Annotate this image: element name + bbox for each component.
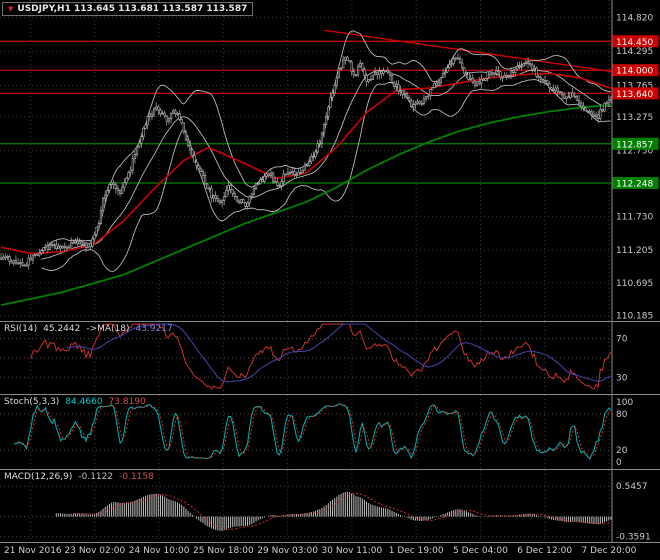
time-axis-label: 21 Nov 2016 xyxy=(4,546,62,556)
rsi-indicator-name: RSI(14) xyxy=(4,324,38,334)
main-chart-canvas[interactable]: 114.820 114.295 113.765 113.275 112.750 111.7… xyxy=(0,0,660,321)
time-axis-label: 29 Nov 03:00 xyxy=(257,546,318,556)
stoch-axis[interactable]: 100 80 20 0 xyxy=(616,398,633,468)
time-axis-label: 6 Dec 12:00 xyxy=(517,546,573,556)
rsi-line xyxy=(30,323,612,390)
price-badge: 112.857 xyxy=(612,137,659,150)
svg-text:-0.3591: -0.3591 xyxy=(616,533,651,542)
rsi-label-row: RSI(14) 45.2442 ->MA(18) 43.9217 xyxy=(4,324,173,334)
svg-text:0: 0 xyxy=(616,458,622,468)
macd-grid xyxy=(0,470,613,542)
ma-red-line xyxy=(0,72,612,255)
svg-text:112.750: 112.750 xyxy=(616,147,653,157)
svg-text:114.295: 114.295 xyxy=(616,47,653,57)
svg-text:111.205: 111.205 xyxy=(616,246,653,256)
rsi-ma-value: 43.9217 xyxy=(135,324,173,334)
rsi-value: 45.2442 xyxy=(43,324,81,334)
macd-canvas[interactable]: 0.5457 -0.3591 xyxy=(0,470,660,542)
rsi-panel[interactable]: RSI(14) 45.2442 ->MA(18) 43.9217 70 30 xyxy=(0,322,660,395)
price-badge: 112.248 xyxy=(612,176,659,189)
macd-signal-line xyxy=(73,493,611,531)
rsi-ma-line xyxy=(66,323,612,383)
time-axis-label: 24 Nov 10:00 xyxy=(128,546,190,556)
time-axis[interactable]: 21 Nov 2016 23 Nov 02:00 24 Nov 10:00 25 No… xyxy=(0,543,660,560)
time-axis-label: 25 Nov 18:00 xyxy=(193,546,254,556)
main-chart-panel[interactable]: ▼ USDJPY,H1 113.645 113.681 113.587 113.… xyxy=(0,0,660,322)
dropdown-arrow-icon: ▼ xyxy=(8,4,14,13)
stoch-grid xyxy=(0,395,613,469)
price-badge: 114.450 xyxy=(612,35,659,48)
macd-indicator-name: MACD(12,26,9) xyxy=(4,472,73,482)
rsi-grid xyxy=(0,322,613,394)
chart-title-tag[interactable]: ▼ USDJPY,H1 113.645 113.681 113.587 113.… xyxy=(2,2,254,16)
svg-text:80: 80 xyxy=(616,410,628,420)
stoch-indicator-name: Stoch(5,3,3) xyxy=(4,397,60,407)
svg-text:20: 20 xyxy=(616,446,628,456)
stoch-main-value: 84.4660 xyxy=(65,397,103,407)
stoch-k-line xyxy=(13,403,612,460)
svg-text:113.275: 113.275 xyxy=(616,113,653,123)
rsi-axis[interactable]: 70 30 xyxy=(616,335,628,384)
macd-histogram xyxy=(55,491,612,531)
svg-text:113.765: 113.765 xyxy=(616,81,653,91)
macd-axis[interactable]: 0.5457 -0.3591 xyxy=(616,482,651,542)
svg-text:100: 100 xyxy=(616,398,633,408)
candles xyxy=(0,53,613,270)
time-axis-label: 7 Dec 20:00 xyxy=(581,546,637,556)
bollinger-bands xyxy=(41,30,611,272)
svg-text:113.640: 113.640 xyxy=(616,90,653,100)
price-badge: 113.640 xyxy=(612,87,659,100)
chart-title: USDJPY,H1 113.645 113.681 113.587 113.58… xyxy=(17,4,248,14)
svg-text:114.820: 114.820 xyxy=(616,13,653,23)
rsi-ma-name: ->MA(18) xyxy=(86,324,130,334)
macd-signal-value: -0.1158 xyxy=(119,472,154,482)
macd-panel[interactable]: MACD(12,26,9) -0.1122 -0.1158 0.5457 -0.3… xyxy=(0,470,660,543)
svg-text:70: 70 xyxy=(616,335,628,345)
time-axis-label: 23 Nov 02:00 xyxy=(64,546,126,556)
stoch-signal-value: 73.8190 xyxy=(108,397,146,407)
price-badge: 114.000 xyxy=(612,64,659,77)
grid-lines xyxy=(0,0,613,321)
stoch-label-row: Stoch(5,3,3) 84.4660 73.8190 xyxy=(4,397,146,407)
svg-text:111.730: 111.730 xyxy=(616,212,653,222)
ma-green-line xyxy=(0,104,611,306)
svg-text:114.000: 114.000 xyxy=(616,67,653,77)
svg-text:110.185: 110.185 xyxy=(616,312,653,321)
svg-text:30: 30 xyxy=(616,373,628,383)
support-resistance-lines xyxy=(0,40,612,184)
stochastic-canvas[interactable]: 100 80 20 0 xyxy=(0,395,660,469)
svg-text:114.450: 114.450 xyxy=(616,38,653,48)
trend-line[interactable] xyxy=(324,29,613,73)
svg-text:112.857: 112.857 xyxy=(616,140,653,150)
stoch-d-line xyxy=(18,403,612,459)
svg-text:110.695: 110.695 xyxy=(616,279,653,289)
macd-main-value: -0.1122 xyxy=(78,472,114,482)
svg-text:112.248: 112.248 xyxy=(616,179,653,189)
time-axis-label: 1 Dec 19:00 xyxy=(388,546,444,556)
macd-label-row: MACD(12,26,9) -0.1122 -0.1158 xyxy=(4,472,154,482)
price-axis[interactable]: 114.820 114.295 113.765 113.275 112.750 111.7… xyxy=(612,13,659,321)
time-axis-label: 5 Dec 04:00 xyxy=(453,546,508,556)
rsi-canvas[interactable]: 70 30 xyxy=(0,322,660,394)
stochastic-panel[interactable]: Stoch(5,3,3) 84.4660 73.8190 100 80 20 0 xyxy=(0,395,660,470)
time-axis-label: 30 Nov 11:00 xyxy=(321,546,383,556)
svg-text:0.5457: 0.5457 xyxy=(616,482,648,492)
